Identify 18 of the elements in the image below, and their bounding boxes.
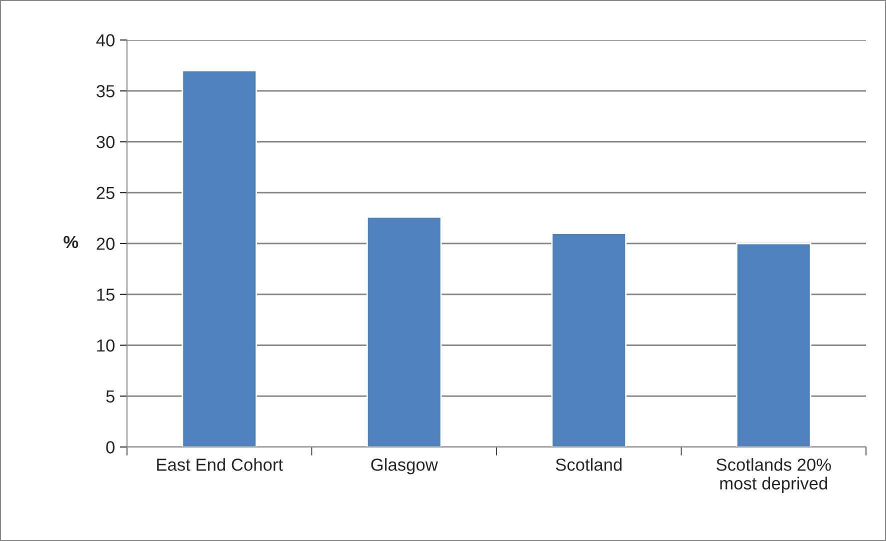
x-tick-label: Glasgow (371, 458, 438, 474)
bar (182, 70, 258, 447)
bar (736, 242, 812, 447)
y-tick-label: 30 (96, 136, 115, 148)
y-tick-label: 10 (97, 339, 115, 352)
x-tick-label: Scotlands 20% most deprived (716, 458, 831, 493)
y-axis-title: % (64, 236, 78, 248)
y-tick-label: 35 (96, 85, 114, 98)
x-tick-label: Scotland (556, 458, 622, 471)
x-tick-label: East End Cohort (157, 458, 283, 471)
y-tick-label: 20 (96, 238, 115, 250)
y-tick-label: 25 (96, 186, 114, 200)
y-tick-label: 40 (96, 34, 115, 46)
bar (551, 232, 627, 447)
y-tick-label: 5 (106, 390, 114, 403)
y-tick-label: 15 (97, 288, 114, 301)
bar (366, 216, 442, 447)
y-tick-label: 0 (106, 441, 115, 454)
